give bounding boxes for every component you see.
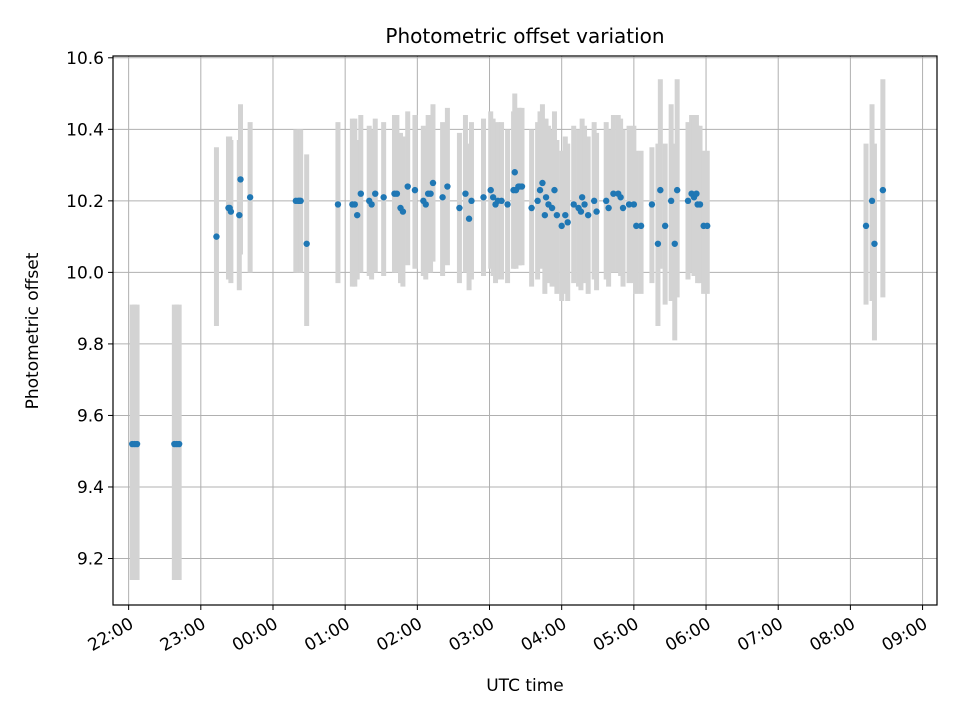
data-point <box>468 197 475 205</box>
data-point <box>619 204 627 212</box>
y-tick-label: 10.4 <box>66 120 104 140</box>
data-point <box>380 194 387 201</box>
data-point <box>487 186 494 194</box>
data-point <box>584 211 592 219</box>
y-axis: 9.2 9.4 9.6 9.8 10.0 10.2 10.4 10.6 <box>66 49 113 570</box>
data-point <box>654 240 662 247</box>
data-point <box>334 201 342 208</box>
chart-title: Photometric offset variation <box>385 24 664 48</box>
data-point <box>671 240 678 247</box>
data-point <box>617 194 624 201</box>
y-tick-label: 9.4 <box>77 478 104 498</box>
data-point <box>704 222 711 230</box>
y-axis-label: Photometric offset <box>23 252 43 409</box>
data-point <box>570 201 577 208</box>
data-point <box>246 194 254 201</box>
data-point <box>551 186 558 194</box>
data-point <box>236 211 243 219</box>
data-point <box>534 197 541 205</box>
data-point <box>661 222 669 230</box>
data-point <box>871 240 878 247</box>
data-point <box>558 222 565 230</box>
data-point <box>427 190 434 197</box>
data-point <box>444 183 451 190</box>
data-point <box>372 190 379 197</box>
data-point <box>562 211 569 219</box>
data-point <box>548 204 556 212</box>
data-point <box>368 201 375 208</box>
data-point <box>528 204 535 212</box>
y-tick-label: 10.6 <box>66 49 104 69</box>
data-point <box>630 201 638 208</box>
y-tick-label: 10.2 <box>66 192 104 212</box>
data-point <box>868 197 876 205</box>
data-point <box>429 179 437 187</box>
data-point <box>879 186 887 194</box>
data-point <box>489 194 497 201</box>
data-point <box>593 208 600 215</box>
data-point <box>227 208 235 215</box>
data-point <box>610 190 617 197</box>
data-point <box>696 201 704 208</box>
data-point <box>602 197 610 205</box>
data-point <box>564 219 571 226</box>
data-point <box>667 197 675 205</box>
x-axis-label: UTC time <box>486 676 564 696</box>
y-tick-label: 9.8 <box>77 335 104 355</box>
data-point <box>637 222 645 230</box>
data-point <box>456 204 463 212</box>
data-point <box>133 440 141 448</box>
data-point <box>633 222 640 230</box>
data-point <box>605 204 612 212</box>
data-points <box>129 169 887 448</box>
data-point <box>541 211 549 219</box>
data-point <box>422 201 429 208</box>
data-point <box>577 208 585 215</box>
data-point <box>581 201 588 208</box>
data-point <box>480 194 487 201</box>
y-tick-label: 9.2 <box>77 550 104 570</box>
y-tick-label: 10.0 <box>66 263 104 283</box>
data-point <box>351 201 358 208</box>
data-point <box>465 215 473 222</box>
data-point <box>511 169 518 176</box>
plot-frame <box>112 55 938 606</box>
data-point <box>439 194 446 201</box>
data-point <box>539 179 546 187</box>
data-point <box>590 197 598 205</box>
data-point <box>553 211 561 219</box>
data-point <box>411 186 419 194</box>
data-point <box>357 190 365 197</box>
data-point <box>684 197 692 205</box>
data-point <box>673 186 681 194</box>
data-point <box>213 233 220 240</box>
data-point <box>648 201 656 208</box>
plot-area <box>113 56 937 605</box>
data-point <box>297 197 304 205</box>
data-point <box>404 183 411 190</box>
data-point <box>625 201 633 208</box>
data-point <box>399 208 407 215</box>
data-point <box>462 190 469 197</box>
data-point <box>303 240 310 247</box>
data-point <box>353 211 361 219</box>
data-point <box>393 190 401 197</box>
data-point <box>693 190 700 197</box>
data-point <box>578 194 586 201</box>
data-point <box>175 440 183 448</box>
data-point <box>657 186 664 194</box>
data-point <box>536 186 544 194</box>
data-point <box>518 183 526 190</box>
y-tick-label: 9.6 <box>77 406 104 426</box>
data-point <box>504 201 511 208</box>
data-point <box>542 194 550 201</box>
data-point <box>237 176 244 183</box>
data-point <box>498 197 505 205</box>
data-point <box>862 222 870 230</box>
